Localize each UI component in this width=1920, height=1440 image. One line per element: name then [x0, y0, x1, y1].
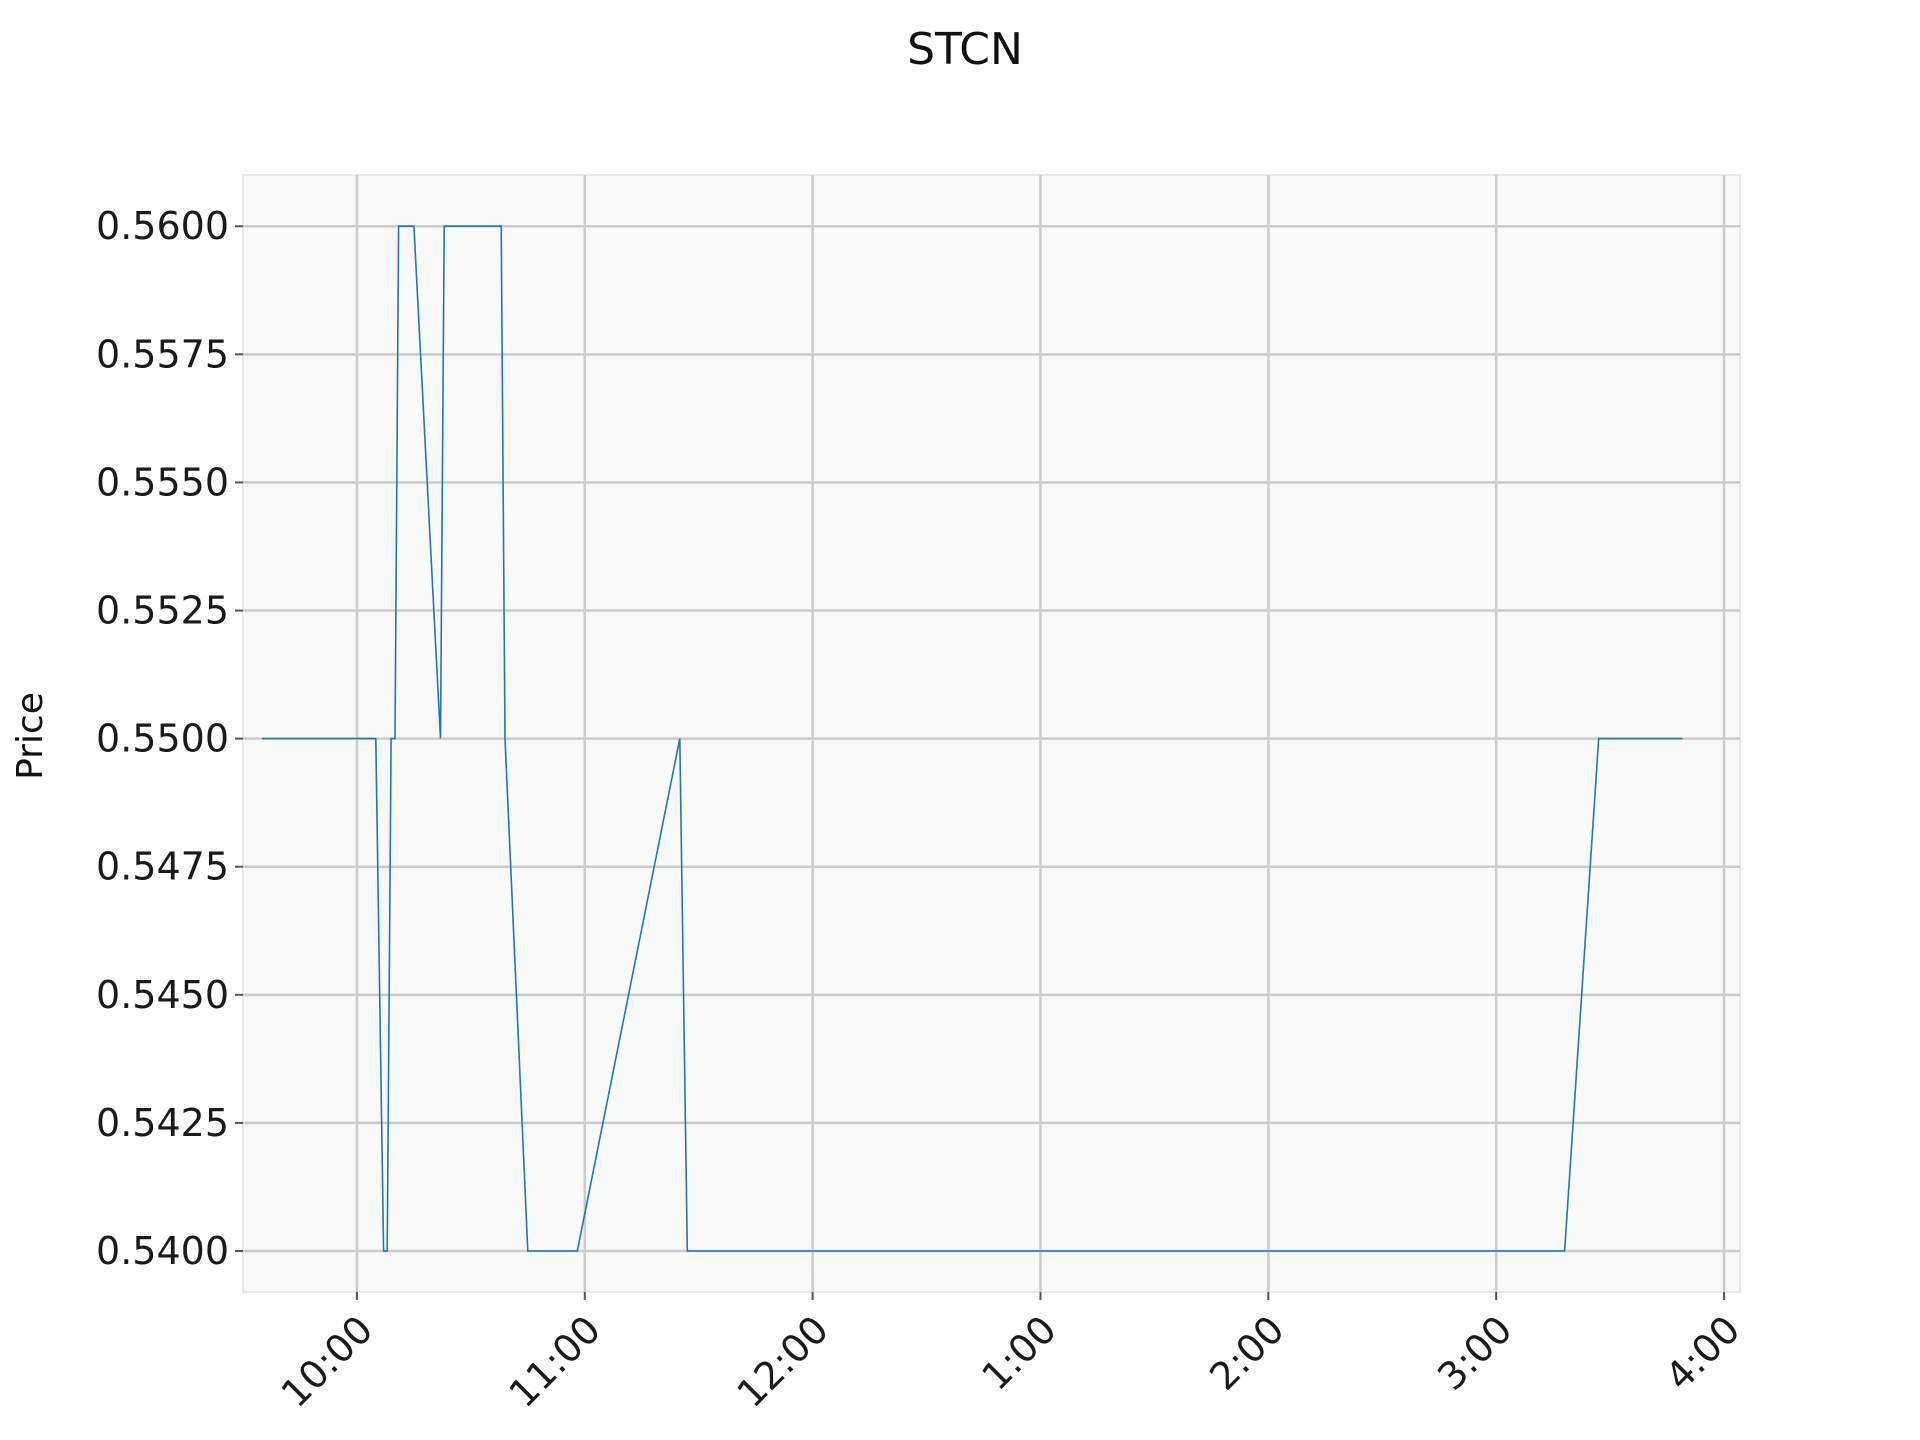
x-tick-label: 11:00 — [501, 1307, 610, 1416]
series-layer — [261, 225, 1683, 1252]
y-axis-label: Price — [10, 692, 51, 780]
x-tick-label: 1:00 — [973, 1307, 1064, 1398]
y-tick-label: 0.5475 — [96, 845, 229, 889]
x-tick-label: 2:00 — [1201, 1307, 1292, 1398]
plot-area — [242, 174, 1741, 1293]
x-tick-label: 3:00 — [1429, 1307, 1520, 1398]
axes: 0.5400 0.5425 0.5450 0.5475 0.5500 0.5525 0.55… — [96, 204, 1748, 1416]
x-tick-label: 4:00 — [1657, 1307, 1748, 1398]
y-tick-label: 0.5525 — [96, 589, 229, 633]
y-tick-label: 0.5500 — [96, 717, 229, 761]
chart-title: STCN — [907, 24, 1023, 75]
x-tick-label: 12:00 — [728, 1307, 837, 1416]
y-tick-label: 0.5400 — [96, 1229, 229, 1273]
y-tick-label: 0.5575 — [96, 332, 229, 376]
y-tick-label: 0.5550 — [96, 460, 229, 504]
y-tick-label: 0.5600 — [96, 204, 229, 248]
y-tick-label: 0.5450 — [96, 973, 229, 1017]
grid — [243, 175, 1740, 1292]
price-series-line — [261, 225, 1683, 1252]
y-tick-label: 0.5425 — [96, 1101, 229, 1145]
x-tick-label: 10:00 — [273, 1307, 382, 1416]
